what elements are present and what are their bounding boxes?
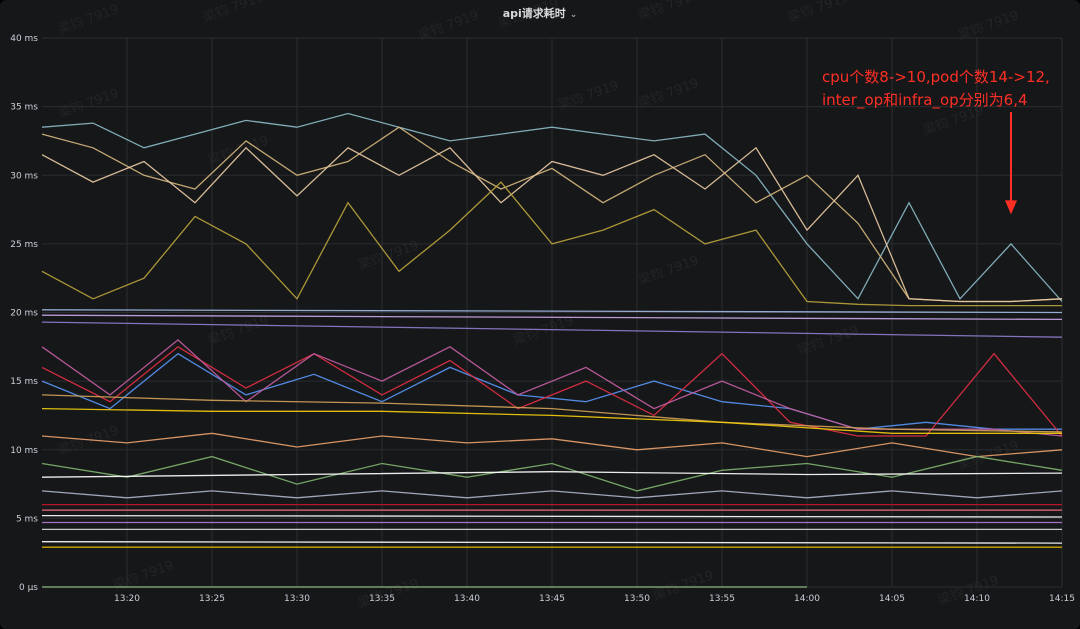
- y-tick-label: 10 ms: [10, 446, 38, 456]
- series-line-16: [41, 490, 1063, 499]
- x-tick-label: 14:05: [879, 594, 905, 604]
- series-line-22: [41, 541, 1063, 544]
- y-tick-label: 15 ms: [10, 377, 38, 387]
- series-line-14: [41, 455, 1063, 492]
- series-line-2: [41, 126, 1063, 303]
- x-tick-label: 13:50: [624, 594, 650, 604]
- watermark-text: 梁钧 7919: [206, 313, 271, 349]
- annotation-text-line: inter_op和infra_op分别为6,4: [822, 91, 1028, 110]
- x-tick-label: 13:35: [369, 594, 395, 604]
- series-lines: [41, 112, 1063, 588]
- x-tick-label: 14:10: [964, 594, 990, 604]
- annotation-text-line: cpu个数8->10,pod个数14->12,: [822, 68, 1050, 86]
- annotation: cpu个数8->10,pod个数14->12, inter_op和infra_op…: [822, 68, 1050, 215]
- x-tick-label: 13:40: [454, 594, 480, 604]
- series-line-15: [41, 471, 1063, 478]
- annotation-arrow-head: [1005, 200, 1017, 215]
- watermark-text: 梁钧 7919: [796, 323, 861, 359]
- x-tick-label: 14:00: [794, 594, 820, 604]
- y-tick-label: 40 ms: [10, 34, 38, 44]
- watermark-text: 梁钧 7919: [651, 568, 716, 604]
- y-tick-label: 35 ms: [10, 103, 38, 113]
- y-tick-label: 20 ms: [10, 309, 38, 319]
- series-line-12: [41, 407, 1062, 434]
- x-tick-label: 13:25: [199, 594, 225, 604]
- series-line-13: [41, 432, 1063, 458]
- series-line-6: [41, 314, 1063, 321]
- axes: 0 µs 5 ms 10 ms 15 ms 20 ms 25 ms 30 ms 35 ms 40…: [10, 34, 1075, 604]
- panel-title-text: api请求耗时: [502, 7, 566, 20]
- watermark-text: 梁钧 7919: [511, 313, 576, 349]
- series-line-8: [41, 352, 1062, 430]
- x-tick-label: 14:15: [1049, 594, 1075, 604]
- x-tick-label: 13:45: [539, 594, 565, 604]
- watermark-text: 梁钧 7919: [56, 423, 121, 459]
- y-tick-label: 5 ms: [16, 514, 38, 524]
- watermark-text: 梁钧 7919: [111, 558, 176, 594]
- y-tick-label: 25 ms: [10, 240, 38, 250]
- series-line-9: [41, 346, 1063, 437]
- chevron-down-icon[interactable]: ⌄: [569, 10, 578, 20]
- watermark-text: 梁钧 7919: [56, 86, 121, 122]
- y-tick-label: 0 µs: [19, 583, 38, 593]
- series-line-1: [41, 112, 1063, 302]
- watermark-text: 梁钧 7919: [786, 0, 851, 26]
- watermark-text: 梁钧 7919: [556, 78, 621, 114]
- watermark-text: 梁钧 7919: [56, 2, 121, 38]
- watermark-text: 梁钧 7919: [201, 0, 266, 26]
- panel-title[interactable]: api请求耗时 ⌄: [0, 5, 1080, 21]
- x-tick-label: 13:55: [709, 594, 735, 604]
- watermark-text: 梁钧 7919: [636, 253, 701, 289]
- series-line-5: [41, 309, 1063, 314]
- y-tick-label: 30 ms: [10, 171, 38, 181]
- series-line-7: [41, 321, 1063, 338]
- watermark-text: 梁钧 7919: [636, 0, 701, 24]
- series-line-3: [41, 146, 1063, 303]
- series-line-4: [41, 181, 1062, 307]
- series-line-19: [41, 514, 1063, 518]
- x-tick-label: 13:30: [284, 594, 310, 604]
- x-tick-label: 13:20: [114, 594, 140, 604]
- series-line-11: [41, 394, 1063, 433]
- watermark-text: 梁钧 7919: [496, 0, 561, 32]
